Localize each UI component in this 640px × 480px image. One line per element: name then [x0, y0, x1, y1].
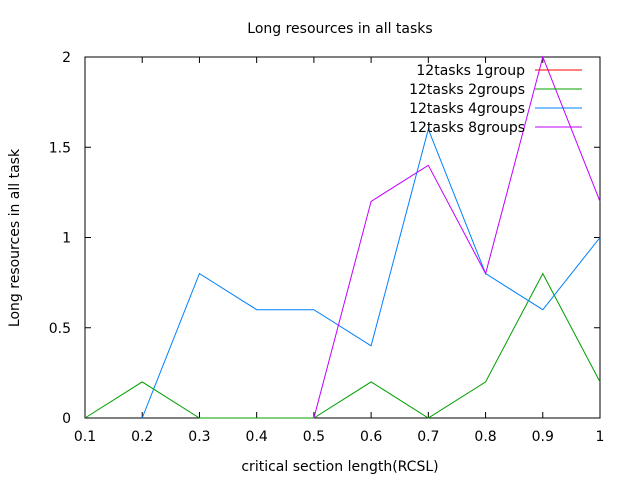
x-tick-label: 0.5 — [303, 429, 325, 445]
y-tick-label: 1 — [62, 231, 71, 247]
legend-label-2: 12tasks 2groups — [409, 82, 525, 98]
x-axis-title: critical section length(RCSL) — [241, 459, 438, 475]
y-tick-label: 1.5 — [49, 140, 71, 156]
series-line-2 — [84, 272, 601, 419]
x-tick-label: 0.8 — [474, 429, 496, 445]
series-line-3 — [141, 127, 601, 419]
chart-title: Long resources in all tasks — [247, 21, 432, 37]
x-tick-label: 0.4 — [246, 429, 268, 445]
legend-label-4: 12tasks 8groups — [409, 120, 525, 136]
y-axis: 0 0.5 1 1.5 2 — [49, 50, 600, 427]
legend-label-1: 12tasks 1group — [416, 63, 525, 79]
legend: 12tasks 1group 12tasks 2groups 12tasks 4gr… — [409, 63, 582, 136]
x-tick-label: 0.6 — [360, 429, 382, 445]
series-layer — [84, 55, 601, 419]
y-tick-label: 2 — [62, 50, 71, 66]
y-tick-label: 0.5 — [49, 321, 71, 337]
y-axis-title: Long resources in all task — [7, 148, 23, 327]
x-tick-label: 0.1 — [74, 429, 96, 445]
x-tick-label: 0.3 — [188, 429, 210, 445]
x-tick-label: 0.9 — [532, 429, 554, 445]
y-tick-label: 0 — [62, 411, 71, 427]
x-tick-label: 0.7 — [417, 429, 439, 445]
legend-label-3: 12tasks 4groups — [409, 101, 525, 117]
x-axis: 0.1 0.2 0.3 0.4 0.5 0.6 0.7 0.8 0.9 1 — [74, 57, 605, 445]
x-tick-label: 1 — [596, 429, 605, 445]
x-tick-label: 0.2 — [131, 429, 153, 445]
series-line-4 — [313, 55, 601, 419]
